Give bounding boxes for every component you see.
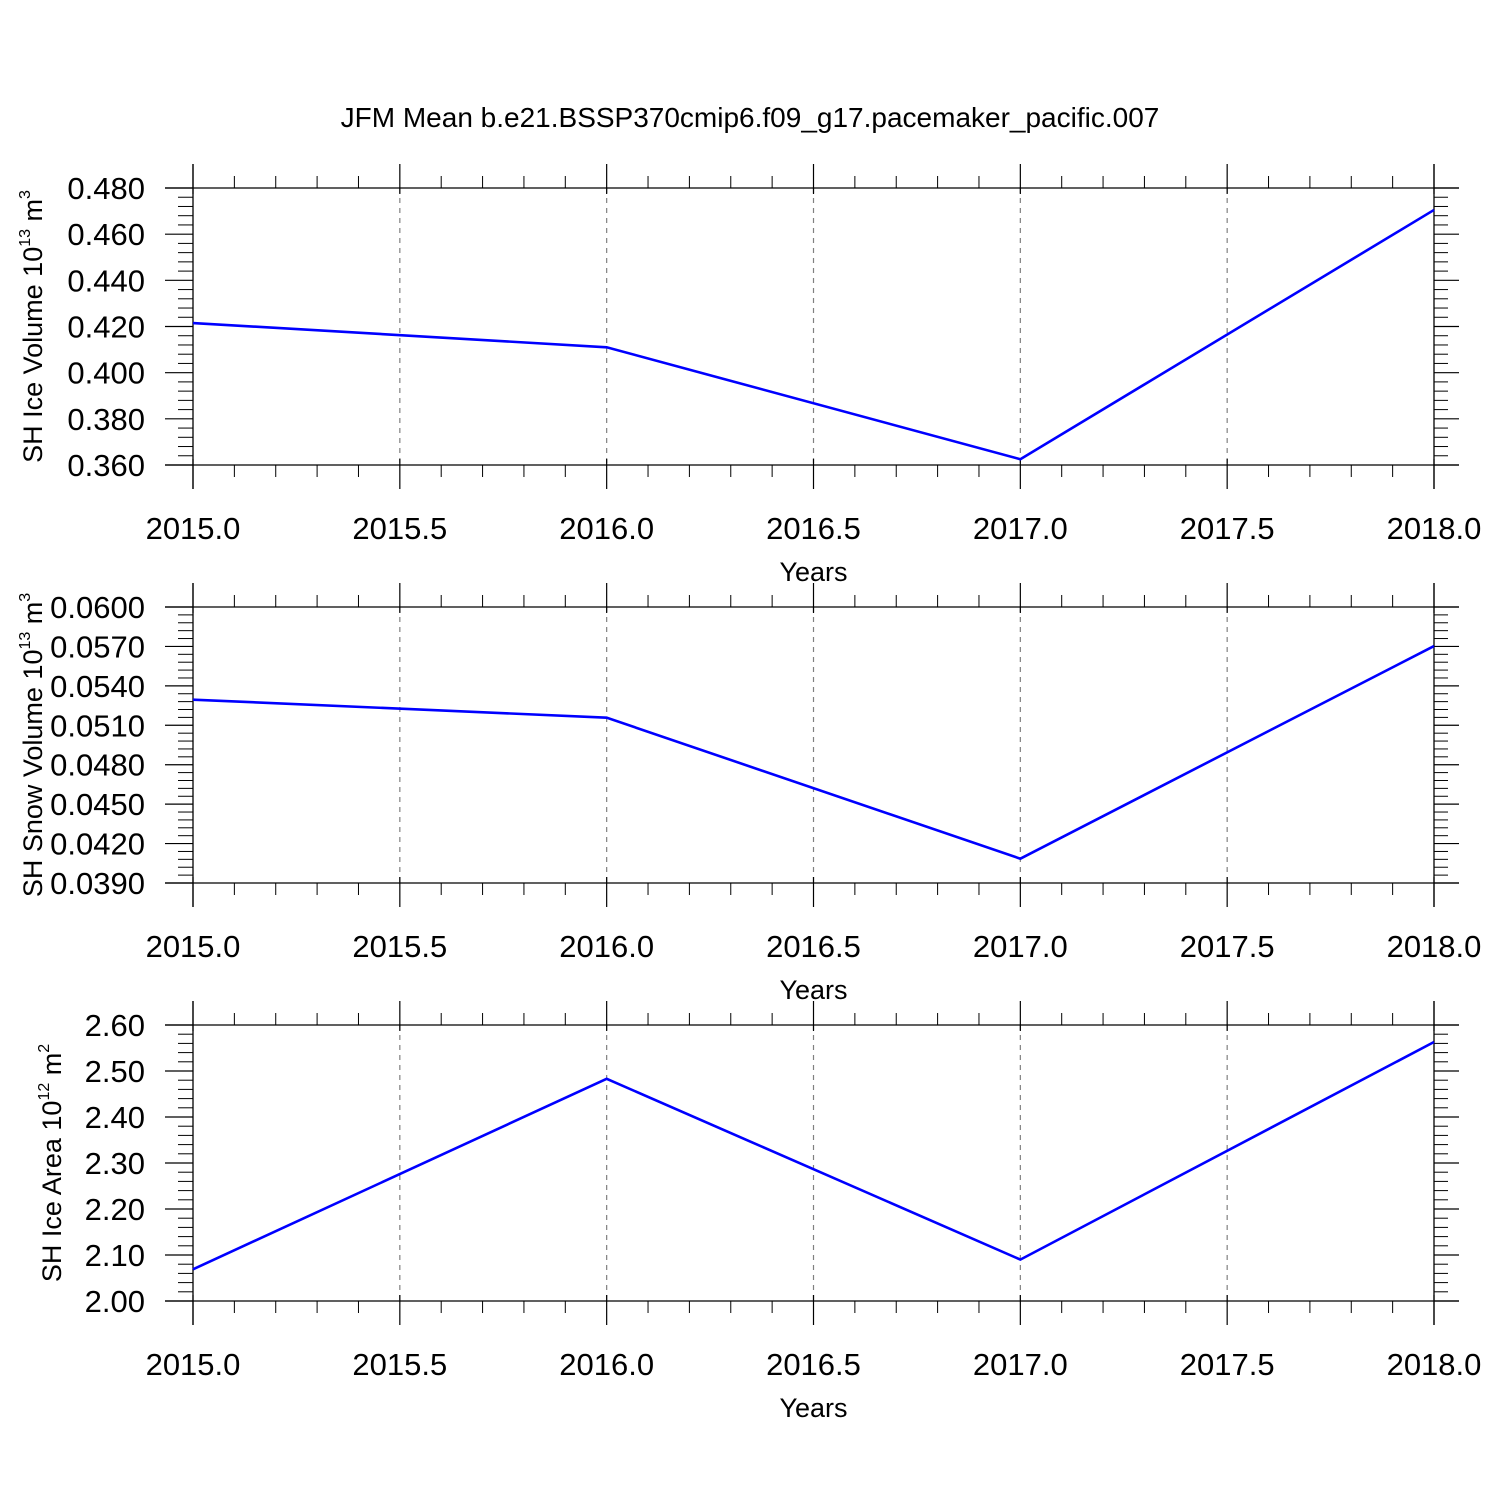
x-axis-label: Years bbox=[779, 1393, 847, 1423]
y-tick-label: 0.0540 bbox=[50, 669, 145, 704]
y-tick-label: 0.0450 bbox=[50, 787, 145, 822]
y-axis-label-exponent: 13 bbox=[17, 229, 34, 247]
x-tick-label: 2018.0 bbox=[1387, 1347, 1482, 1382]
x-tick-label: 2015.0 bbox=[146, 511, 241, 546]
figure-title: JFM Mean b.e21.BSSP370cmip6.f09_g17.pace… bbox=[341, 102, 1160, 133]
x-tick-label: 2017.0 bbox=[973, 1347, 1068, 1382]
x-tick-label: 2016.0 bbox=[559, 511, 654, 546]
y-tick-label: 0.0480 bbox=[50, 748, 145, 783]
y-axis-label-text: SH Ice Area 10 bbox=[37, 1101, 67, 1283]
x-tick-label: 2017.5 bbox=[1180, 929, 1275, 964]
y-tick-label: 0.0510 bbox=[50, 708, 145, 743]
y-tick-label: 2.10 bbox=[85, 1238, 145, 1273]
x-tick-label: 2015.5 bbox=[352, 929, 447, 964]
panel-1: 2015.0 2015.5 2016.0 2016.5 2017.0 2017.5 2018… bbox=[17, 164, 1481, 587]
y-tick-label: 2.50 bbox=[85, 1054, 145, 1089]
y-axis-label-unit-exponent: 2 bbox=[36, 1044, 53, 1053]
y-tick-label: 0.400 bbox=[67, 356, 145, 391]
y-tick-label: 0.0600 bbox=[50, 590, 145, 625]
x-axis-label: Years bbox=[779, 557, 847, 587]
series-line bbox=[192, 1040, 1435, 1271]
y-tick-label: 2.60 bbox=[85, 1008, 145, 1043]
y-tick-label: 2.20 bbox=[85, 1192, 145, 1227]
y-tick-label: 0.0390 bbox=[50, 866, 145, 901]
series-line bbox=[192, 644, 1435, 861]
y-tick-label: 2.30 bbox=[85, 1146, 145, 1181]
x-tick-label: 2018.0 bbox=[1387, 929, 1482, 964]
x-tick-label: 2015.5 bbox=[352, 1347, 447, 1382]
x-tick-label: 2017.0 bbox=[973, 929, 1068, 964]
y-axis-label-unit: m bbox=[37, 1053, 67, 1083]
y-tick-label: 0.460 bbox=[67, 217, 145, 252]
x-tick-label: 2016.5 bbox=[766, 511, 861, 546]
x-tick-label: 2016.0 bbox=[559, 1347, 654, 1382]
y-axis-label-unit-exponent: 3 bbox=[17, 190, 34, 199]
series-line bbox=[192, 208, 1435, 461]
y-axis-label: SH Snow Volume 1013 m3 bbox=[17, 593, 48, 897]
y-axis-label-unit: m bbox=[18, 602, 48, 632]
y-axis-label-unit-exponent: 3 bbox=[17, 593, 34, 602]
x-axis-label: Years bbox=[779, 975, 847, 1005]
y-tick-label: 2.40 bbox=[85, 1100, 145, 1135]
y-tick-label: 0.360 bbox=[67, 448, 145, 483]
y-axis-label: SH Ice Area 1012 m2 bbox=[36, 1044, 67, 1282]
panels: 2015.0 2015.5 2016.0 2016.5 2017.0 2017.5 2018… bbox=[17, 164, 1481, 1423]
x-tick-label: 2015.0 bbox=[146, 1347, 241, 1382]
x-tick-label: 2015.5 bbox=[352, 511, 447, 546]
x-tick-label: 2016.5 bbox=[766, 1347, 861, 1382]
x-tick-label: 2017.0 bbox=[973, 511, 1068, 546]
x-tick-label: 2016.5 bbox=[766, 929, 861, 964]
y-tick-label: 2.00 bbox=[85, 1284, 145, 1319]
y-tick-label: 0.480 bbox=[67, 171, 145, 206]
y-axis-label-text: SH Ice Volume 10 bbox=[18, 247, 48, 463]
panel-2: 2015.0 2015.5 2016.0 2016.5 2017.0 2017.5 2018… bbox=[17, 583, 1481, 1005]
panel-3: 2015.0 2015.5 2016.0 2016.5 2017.0 2017.5 2018… bbox=[36, 1001, 1481, 1423]
y-axis-label-unit: m bbox=[18, 199, 48, 229]
y-axis-label-exponent: 12 bbox=[36, 1083, 53, 1101]
x-tick-label: 2015.0 bbox=[146, 929, 241, 964]
x-tick-label: 2018.0 bbox=[1387, 511, 1482, 546]
y-axis-label: SH Ice Volume 1013 m3 bbox=[17, 190, 48, 463]
y-tick-label: 0.0420 bbox=[50, 827, 145, 862]
x-tick-label: 2017.5 bbox=[1180, 1347, 1275, 1382]
x-tick-label: 2016.0 bbox=[559, 929, 654, 964]
y-axis-label-text: SH Snow Volume 10 bbox=[18, 650, 48, 898]
y-tick-label: 0.0570 bbox=[50, 629, 145, 664]
y-tick-label: 0.440 bbox=[67, 263, 145, 298]
x-tick-label: 2017.5 bbox=[1180, 511, 1275, 546]
y-axis-label-exponent: 13 bbox=[17, 632, 34, 650]
y-tick-label: 0.380 bbox=[67, 402, 145, 437]
y-tick-label: 0.420 bbox=[67, 310, 145, 345]
